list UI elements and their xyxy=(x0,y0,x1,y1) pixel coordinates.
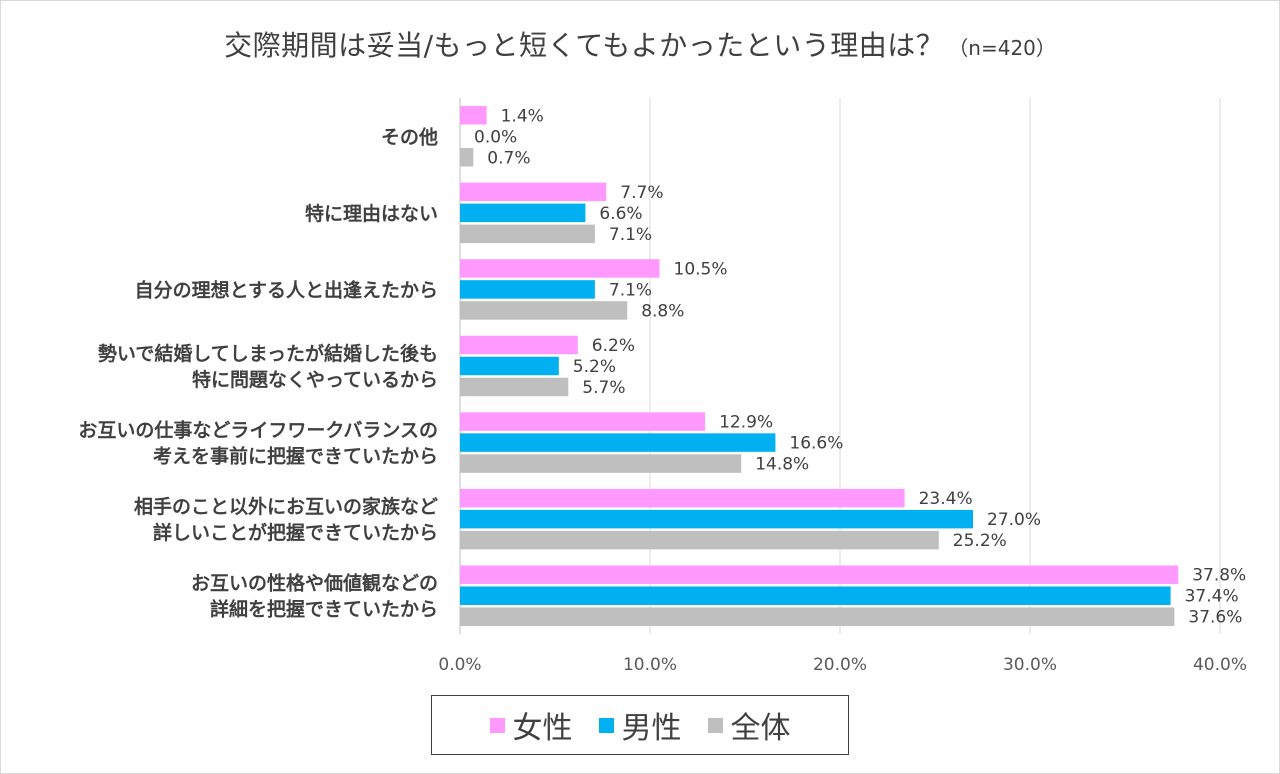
category-label: 詳しいことが把握できていたから xyxy=(153,521,438,544)
value-label: 8.8% xyxy=(641,301,684,321)
category-label: お互いの性格や価値観などの xyxy=(191,572,438,595)
value-label: 1.4% xyxy=(501,106,544,126)
legend-swatch xyxy=(598,717,614,733)
value-label: 37.6% xyxy=(1188,608,1242,628)
legend-item: 全体 xyxy=(707,703,791,747)
bar-total xyxy=(460,148,474,167)
bar-male xyxy=(460,356,559,376)
x-tick-label: 40.0% xyxy=(1193,655,1247,675)
x-tick-label: 10.0% xyxy=(623,655,677,675)
legend-item: 女性 xyxy=(489,703,573,747)
bar-total xyxy=(460,530,939,550)
value-label: 10.5% xyxy=(674,259,728,279)
bar-female xyxy=(460,488,905,508)
value-label: 27.0% xyxy=(987,510,1041,530)
chart-title-main: 交際期間は妥当/もっと短くてもよかったという理由は？ xyxy=(224,29,945,62)
bar-total xyxy=(460,224,595,244)
value-label: 7.1% xyxy=(609,225,652,245)
chart-sample-size: （n=420） xyxy=(948,36,1056,60)
category-label: その他 xyxy=(381,125,438,148)
value-label: 7.1% xyxy=(609,280,652,300)
value-label: 16.6% xyxy=(789,434,843,454)
bar-female xyxy=(460,259,660,278)
category-label: お互いの仕事などライフワークバランスの xyxy=(78,419,438,442)
bar-female xyxy=(460,182,607,202)
x-tick-label: 0.0% xyxy=(438,655,481,675)
bar-male xyxy=(460,280,595,299)
value-label: 0.0% xyxy=(474,127,517,147)
value-label: 25.2% xyxy=(953,531,1007,551)
legend: 女性 男性 全体 xyxy=(431,695,849,755)
value-label: 12.9% xyxy=(719,413,773,433)
category-label: 考えを事前に把握できていたから xyxy=(153,445,438,468)
legend-item: 男性 xyxy=(598,703,682,747)
x-axis-ticks: 0.0% 10.0% 20.0% 30.0% 40.0% xyxy=(438,655,1247,675)
bar-female xyxy=(460,335,578,355)
bar-total xyxy=(460,454,742,473)
value-label: 6.6% xyxy=(599,204,642,224)
value-label: 7.7% xyxy=(620,183,663,203)
value-label: 0.7% xyxy=(487,148,530,168)
x-tick-label: 30.0% xyxy=(1003,655,1057,675)
legend-label: 男性 xyxy=(621,711,682,746)
bar-male xyxy=(460,509,973,529)
category-label: 特に問題なくやっているから xyxy=(192,369,438,391)
bar-total xyxy=(460,377,569,397)
value-label: 5.2% xyxy=(573,357,616,377)
value-label: 5.7% xyxy=(582,378,625,398)
category-label: 勢いで結婚してしまったが結婚した後も xyxy=(98,342,438,365)
bar-male xyxy=(460,433,776,452)
bar-female xyxy=(460,565,1179,584)
bar-male xyxy=(460,203,586,223)
bar-total xyxy=(460,301,628,320)
value-label: 23.4% xyxy=(919,489,973,509)
bars xyxy=(460,106,1179,626)
category-label: 自分の理想とする人と出逢えたから xyxy=(135,278,438,301)
value-label: 37.8% xyxy=(1192,566,1246,586)
legend-label: 全体 xyxy=(730,711,791,746)
bar-total xyxy=(460,607,1175,626)
legend-swatch xyxy=(707,717,723,733)
bar-male xyxy=(460,586,1171,605)
value-label: 6.2% xyxy=(592,336,635,356)
legend-swatch xyxy=(489,717,505,733)
bar-female xyxy=(460,412,706,431)
legend-label: 女性 xyxy=(512,711,573,746)
category-label: 特に理由はない xyxy=(305,202,438,225)
value-labels: 1.4%0.0%0.7%7.7%6.6%7.1%10.5%7.1%8.8%6.2… xyxy=(474,106,1246,627)
bar-female xyxy=(460,106,487,125)
category-label: 相手のこと以外にお互いの家族など xyxy=(134,495,438,518)
category-labels: その他特に理由はない自分の理想とする人と出逢えたから勢いで結婚してしまったが結婚… xyxy=(78,125,438,620)
chart-title: 交際期間は妥当/もっと短くてもよかったという理由は？ （n=420） xyxy=(0,24,1280,64)
category-label: 詳細を把握できていたから xyxy=(210,598,438,621)
value-label: 37.4% xyxy=(1185,587,1239,607)
value-label: 14.8% xyxy=(755,455,809,475)
x-tick-label: 20.0% xyxy=(813,655,867,675)
